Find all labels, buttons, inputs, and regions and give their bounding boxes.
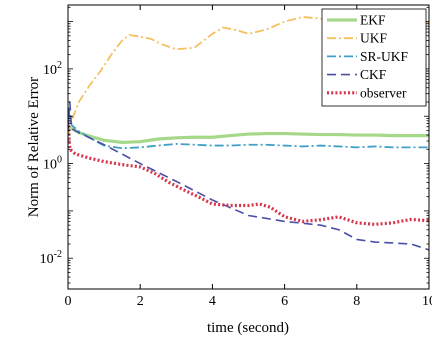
legend-box — [321, 8, 427, 107]
series-line-ukf — [68, 16, 429, 136]
legend-label-observer: observer — [360, 85, 407, 100]
x-tick-label: 10 — [422, 294, 432, 309]
series-line-ekf — [68, 126, 429, 144]
legend: EKF UKF SR-UKF CKF observer — [321, 8, 427, 107]
series-layer — [68, 16, 429, 251]
x-tick-label: 2 — [137, 294, 144, 309]
legend-label-sr-ukf: SR-UKF — [360, 49, 409, 64]
legend-label-ukf: UKF — [360, 31, 387, 46]
series-line-observer — [68, 120, 429, 226]
plot-frame — [67, 4, 430, 290]
series-line-ckf — [68, 101, 429, 251]
y-tick-label: 10-2 — [40, 249, 62, 267]
y-tick-label: 102 — [43, 60, 62, 78]
y-tick-label: 100 — [43, 155, 62, 173]
y-axis-label: Norm of Relative Error — [26, 77, 42, 217]
x-tick-label: 4 — [209, 294, 216, 309]
x-axis-label: time (second) — [207, 320, 289, 336]
tick-layer: 0 2 4 6 8 10 10-2 100 102 — [40, 5, 432, 309]
legend-label-ekf: EKF — [360, 13, 386, 28]
x-tick-label: 0 — [65, 294, 72, 309]
x-tick-label: 8 — [353, 294, 360, 309]
legend-label-ckf: CKF — [360, 67, 387, 82]
x-tick-label: 6 — [281, 294, 288, 309]
